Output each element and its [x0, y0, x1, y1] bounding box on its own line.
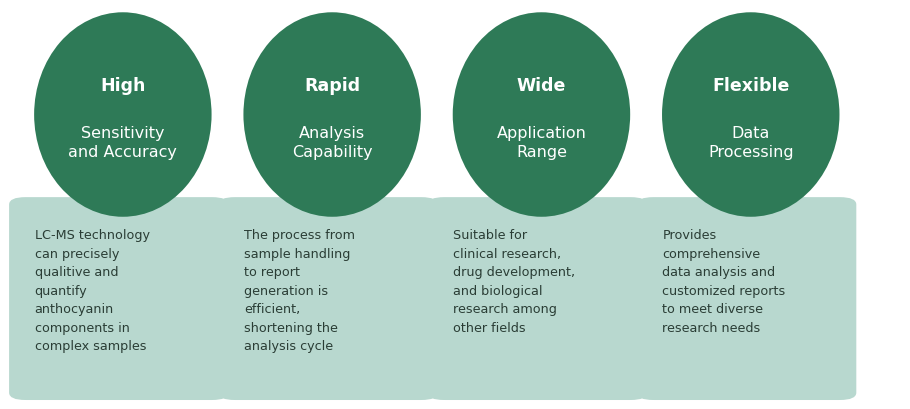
Text: Data
Processing: Data Processing — [708, 126, 794, 160]
FancyBboxPatch shape — [428, 197, 647, 400]
Text: Sensitivity
and Accuracy: Sensitivity and Accuracy — [68, 126, 177, 160]
Ellipse shape — [452, 12, 630, 217]
Ellipse shape — [35, 12, 211, 217]
Text: LC-MS technology
can precisely
qualitive and
quantify
anthocyanin
components in
: LC-MS technology can precisely qualitive… — [35, 229, 149, 353]
Text: Analysis
Capability: Analysis Capability — [292, 126, 372, 160]
Text: Application
Range: Application Range — [497, 126, 586, 160]
Text: Provides
comprehensive
data analysis and
customized reports
to meet diverse
rese: Provides comprehensive data analysis and… — [662, 229, 785, 335]
Text: Wide: Wide — [517, 77, 566, 95]
FancyBboxPatch shape — [637, 197, 856, 400]
FancyBboxPatch shape — [9, 197, 228, 400]
Text: Flexible: Flexible — [712, 77, 790, 95]
Text: Rapid: Rapid — [304, 77, 360, 95]
Ellipse shape — [662, 12, 839, 217]
Text: The process from
sample handling
to report
generation is
efficient,
shortening t: The process from sample handling to repo… — [244, 229, 355, 353]
Text: High: High — [100, 77, 146, 95]
Ellipse shape — [243, 12, 420, 217]
Text: Suitable for
clinical research,
drug development,
and biological
research among
: Suitable for clinical research, drug dev… — [453, 229, 575, 335]
FancyBboxPatch shape — [218, 197, 438, 400]
